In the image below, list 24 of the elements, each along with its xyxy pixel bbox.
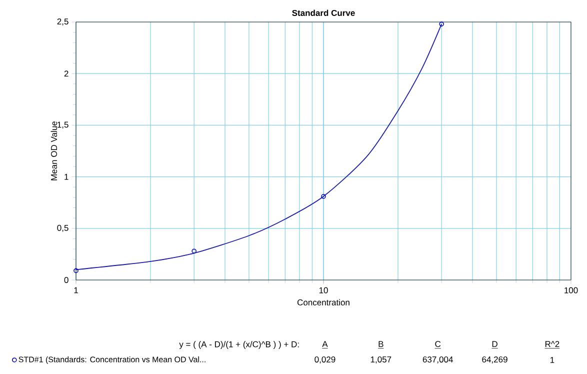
text: B xyxy=(378,341,384,347)
text: D xyxy=(492,341,498,347)
y-tick-label: 1,5 xyxy=(58,122,68,129)
text: 1,057 xyxy=(370,356,392,364)
y-tick-label: 2 xyxy=(64,70,68,77)
legend-label: STD#1 (Standards: Concentration vs Mean OD Val... xyxy=(18,356,206,364)
y-tick-label: 2,5 xyxy=(57,18,68,26)
text: y = ( (A - D)/(1 + (x/C)^B ) ) + D: xyxy=(179,341,299,349)
x-tick-label: 100 xyxy=(564,287,578,294)
text: A xyxy=(322,341,328,347)
text: 0,029 xyxy=(314,356,336,364)
y-tick-label: 1 xyxy=(64,174,68,180)
text: 64,269 xyxy=(482,356,508,364)
x-tick-label: 10 xyxy=(319,287,328,294)
y-axis-title: Mean OD Value xyxy=(50,121,58,180)
y-tick-label: 0 xyxy=(64,276,68,283)
y-tick-label: 0,5 xyxy=(57,224,68,232)
x-tick-label: 1 xyxy=(74,287,78,294)
text: C xyxy=(435,341,441,348)
text: 637,004 xyxy=(422,356,453,364)
text: 1 xyxy=(550,357,554,363)
text: R^2 xyxy=(545,341,560,347)
chart-title: Standard Curve xyxy=(292,10,355,16)
x-axis-title: Concentration xyxy=(297,299,350,306)
